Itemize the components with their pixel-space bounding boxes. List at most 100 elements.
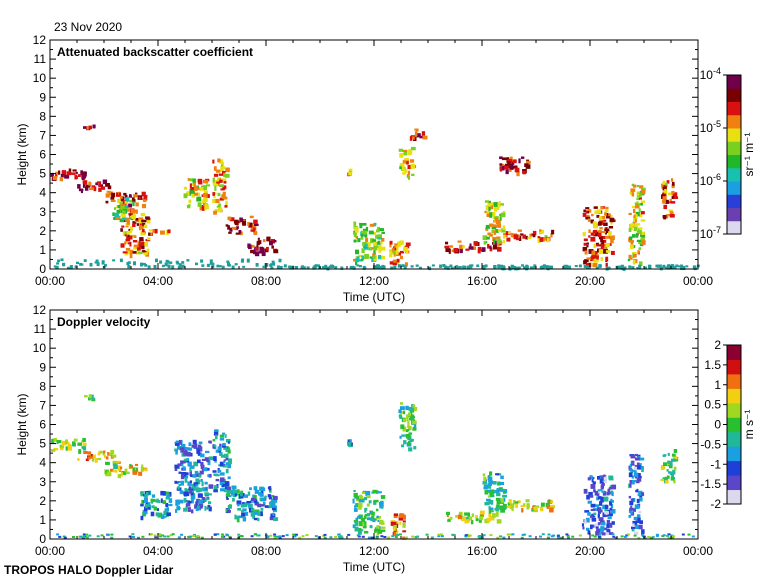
data-pixel bbox=[225, 462, 229, 466]
data-pixel bbox=[133, 235, 137, 239]
data-pixel bbox=[104, 264, 107, 267]
data-pixel bbox=[132, 221, 137, 224]
data-pixel bbox=[364, 243, 368, 247]
data-pixel bbox=[508, 231, 511, 235]
data-pixel bbox=[220, 477, 225, 482]
x-tick-label: 16:00 bbox=[467, 274, 497, 288]
data-pixel bbox=[634, 531, 639, 536]
data-pixel bbox=[537, 236, 541, 239]
data-pixel bbox=[585, 216, 591, 220]
data-pixel bbox=[422, 135, 428, 140]
data-pixel bbox=[95, 259, 99, 263]
data-pixel bbox=[254, 251, 260, 257]
data-pixel bbox=[120, 243, 125, 248]
data-pixel bbox=[402, 522, 406, 528]
data-pixel bbox=[607, 488, 611, 492]
data-pixel bbox=[77, 458, 80, 461]
data-pixel bbox=[188, 442, 192, 447]
data-pixel bbox=[203, 467, 208, 472]
data-pixel bbox=[138, 196, 142, 200]
data-pixel bbox=[539, 506, 544, 512]
data-pixel bbox=[305, 534, 309, 537]
layer-feature bbox=[627, 183, 646, 267]
data-pixel bbox=[483, 476, 487, 482]
data-pixel bbox=[56, 440, 62, 444]
data-pixel bbox=[551, 229, 555, 235]
data-pixel bbox=[237, 508, 241, 511]
data-pixel bbox=[66, 171, 71, 176]
data-pixel bbox=[50, 172, 54, 177]
data-pixel bbox=[415, 128, 419, 132]
data-pixel bbox=[375, 234, 379, 239]
data-pixel bbox=[462, 265, 466, 269]
data-pixel bbox=[393, 259, 397, 263]
data-pixel bbox=[666, 469, 669, 472]
data-pixel bbox=[597, 532, 601, 538]
data-pixel bbox=[213, 210, 217, 215]
data-pixel bbox=[120, 196, 125, 202]
data-pixel bbox=[192, 474, 197, 478]
data-pixel bbox=[525, 499, 530, 503]
data-pixel bbox=[492, 214, 495, 220]
data-pixel bbox=[227, 449, 231, 454]
data-pixel bbox=[588, 491, 593, 497]
data-pixel bbox=[497, 481, 501, 486]
y-tick-label: 9 bbox=[39, 90, 46, 104]
data-pixel bbox=[373, 245, 378, 251]
data-pixel bbox=[550, 265, 553, 269]
data-pixel bbox=[611, 521, 615, 525]
data-pixel bbox=[200, 464, 205, 470]
data-pixel bbox=[373, 250, 376, 255]
data-pixel bbox=[583, 260, 588, 265]
data-pixel bbox=[489, 507, 494, 511]
data-pixel bbox=[194, 192, 200, 196]
data-pixel bbox=[366, 513, 371, 517]
data-pixel bbox=[608, 491, 611, 495]
layer-feature bbox=[77, 449, 117, 463]
data-pixel bbox=[602, 504, 608, 510]
data-pixel bbox=[110, 196, 115, 200]
data-pixel bbox=[666, 534, 670, 537]
data-pixel bbox=[464, 519, 469, 524]
data-pixel bbox=[609, 507, 613, 511]
data-pixel bbox=[371, 258, 376, 262]
data-pixel bbox=[486, 212, 490, 217]
data-pixel bbox=[500, 228, 506, 233]
data-pixel bbox=[442, 264, 446, 268]
data-pixel bbox=[477, 246, 482, 251]
data-pixel bbox=[641, 533, 644, 536]
data-pixel bbox=[449, 264, 453, 268]
colorbar-swatch bbox=[727, 128, 741, 142]
layer-feature bbox=[353, 221, 386, 266]
data-pixel bbox=[398, 148, 403, 152]
data-pixel bbox=[637, 465, 641, 470]
data-pixel bbox=[630, 510, 633, 515]
data-pixel bbox=[168, 498, 173, 503]
data-pixel bbox=[405, 242, 411, 247]
data-pixel bbox=[188, 486, 191, 490]
data-pixel bbox=[600, 242, 605, 247]
data-pixel bbox=[214, 208, 218, 213]
data-pixel bbox=[478, 536, 482, 539]
data-pixel bbox=[398, 409, 402, 414]
data-pixel bbox=[375, 517, 380, 520]
data-pixel bbox=[673, 479, 676, 484]
data-pixel bbox=[410, 418, 415, 421]
data-pixel bbox=[628, 509, 632, 514]
data-pixel bbox=[133, 209, 138, 213]
data-pixel bbox=[602, 512, 606, 518]
data-pixel bbox=[213, 166, 217, 171]
data-pixel bbox=[495, 497, 501, 501]
data-pixel bbox=[509, 167, 514, 170]
data-pixel bbox=[142, 509, 148, 515]
data-pixel bbox=[532, 266, 536, 269]
data-pixel bbox=[630, 188, 636, 193]
data-pixel bbox=[272, 512, 275, 516]
data-pixel bbox=[270, 266, 274, 270]
data-pixel bbox=[114, 207, 117, 210]
data-pixel bbox=[203, 192, 208, 198]
data-pixel bbox=[380, 502, 384, 507]
data-pixel bbox=[628, 514, 632, 518]
data-pixel bbox=[58, 535, 62, 538]
data-pixel bbox=[126, 262, 130, 266]
